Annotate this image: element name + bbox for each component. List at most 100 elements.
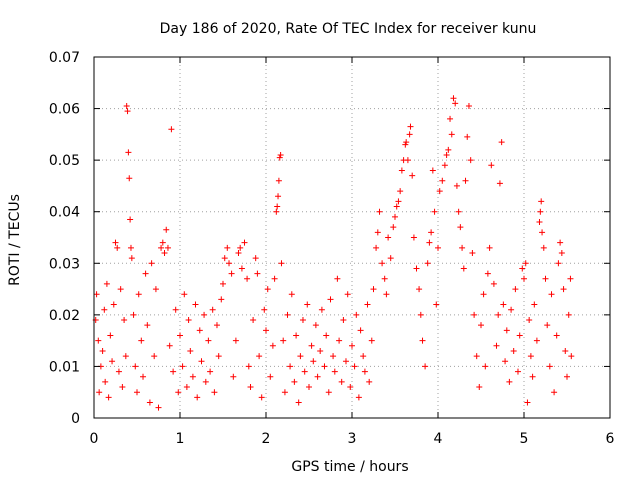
- data-point: [297, 353, 304, 360]
- data-point: [126, 175, 133, 182]
- data-point: [228, 270, 235, 277]
- data-point: [553, 332, 560, 339]
- data-point: [295, 399, 302, 406]
- data-point: [416, 286, 423, 293]
- data-point: [453, 182, 460, 189]
- data-point: [275, 193, 282, 200]
- data-point: [349, 342, 355, 349]
- data-point: [409, 172, 416, 179]
- data-point: [318, 306, 325, 313]
- data-point: [183, 384, 190, 391]
- data-point: [244, 275, 251, 282]
- data-point: [565, 311, 572, 318]
- data-point: [161, 249, 168, 256]
- data-point: [112, 239, 119, 246]
- data-point: [155, 404, 162, 411]
- data-point: [529, 373, 536, 380]
- data-point: [452, 100, 459, 107]
- y-tick-labels: 0 0.01 0.02 0.03 0.04 0.05 0.06 0.07: [49, 50, 80, 427]
- x-tick-label: 4: [434, 431, 443, 447]
- data-point: [347, 384, 354, 391]
- y-axis-label: ROTI / TECUs: [7, 194, 23, 286]
- data-point: [327, 296, 334, 303]
- data-point: [465, 102, 472, 109]
- data-point: [323, 332, 330, 339]
- data-point: [177, 332, 183, 339]
- data-point: [288, 291, 295, 298]
- data-point: [308, 342, 315, 349]
- data-point: [170, 368, 177, 375]
- data-point: [429, 167, 436, 174]
- data-point: [119, 384, 126, 391]
- data-point: [402, 141, 409, 148]
- data-point: [564, 373, 570, 380]
- data-point: [115, 368, 122, 375]
- data-point: [128, 255, 135, 262]
- data-point: [403, 139, 410, 146]
- data-point: [152, 286, 159, 293]
- data-point: [360, 353, 367, 360]
- data-point: [410, 234, 417, 241]
- data-point: [213, 322, 220, 329]
- data-point: [460, 265, 467, 272]
- data-point: [355, 394, 362, 401]
- data-point: [148, 260, 155, 267]
- data-point: [276, 154, 283, 161]
- data-point: [521, 275, 527, 282]
- data-point: [538, 198, 545, 205]
- data-point: [224, 244, 231, 251]
- x-axis-label: GPS time / hours: [291, 459, 408, 475]
- data-point: [539, 229, 546, 236]
- data-point: [488, 162, 495, 169]
- data-point: [271, 275, 278, 282]
- data-point: [436, 188, 443, 195]
- data-point: [122, 353, 129, 360]
- data-point: [462, 177, 469, 184]
- data-point: [95, 337, 102, 344]
- data-point: [202, 378, 209, 385]
- data-point: [291, 378, 298, 385]
- data-point: [397, 188, 404, 195]
- data-point: [287, 363, 294, 370]
- y-tick-label: 0.05: [49, 153, 80, 169]
- data-point: [368, 337, 375, 344]
- data-point: [269, 342, 276, 349]
- data-point: [366, 378, 373, 385]
- data-point: [221, 255, 228, 262]
- data-point: [546, 363, 553, 370]
- data-point: [263, 327, 269, 334]
- data-point: [280, 337, 287, 344]
- data-point: [555, 260, 562, 267]
- data-point: [124, 108, 131, 115]
- data-point: [522, 260, 529, 267]
- data-point: [207, 368, 214, 375]
- x-tick-label: 0: [90, 431, 99, 447]
- data-point: [510, 347, 517, 354]
- data-point: [102, 378, 109, 385]
- data-point: [256, 353, 263, 360]
- data-point: [498, 139, 505, 146]
- data-point: [459, 244, 466, 251]
- data-point: [135, 291, 142, 298]
- data-point: [370, 286, 377, 293]
- data-point: [467, 157, 474, 164]
- data-point: [514, 368, 521, 375]
- data-point: [164, 244, 171, 251]
- data-point: [471, 311, 478, 318]
- data-point: [121, 317, 128, 324]
- data-point: [103, 280, 110, 287]
- data-point: [516, 332, 523, 339]
- data-point: [277, 151, 284, 158]
- data-point: [187, 347, 194, 354]
- data-point: [527, 353, 534, 360]
- data-point: [407, 123, 414, 130]
- data-point: [373, 244, 380, 251]
- data-point: [567, 275, 574, 282]
- data-point: [211, 389, 218, 396]
- data-point: [537, 208, 544, 215]
- data-point: [495, 311, 502, 318]
- data-point: [424, 260, 431, 267]
- data-point: [125, 149, 132, 156]
- y-tick-label: 0.06: [49, 102, 80, 118]
- data-point: [533, 337, 540, 344]
